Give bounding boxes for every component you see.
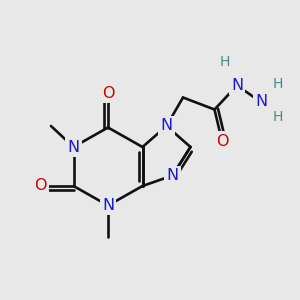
Text: H: H	[272, 77, 283, 91]
Text: H: H	[272, 110, 283, 124]
Text: N: N	[231, 78, 243, 93]
Text: O: O	[34, 178, 47, 194]
Text: N: N	[102, 198, 114, 213]
Text: N: N	[68, 140, 80, 154]
Text: N: N	[160, 118, 172, 134]
Text: N: N	[167, 168, 178, 183]
Text: O: O	[102, 85, 114, 100]
Text: H: H	[220, 55, 230, 68]
Text: O: O	[216, 134, 228, 148]
Text: N: N	[255, 94, 267, 110]
